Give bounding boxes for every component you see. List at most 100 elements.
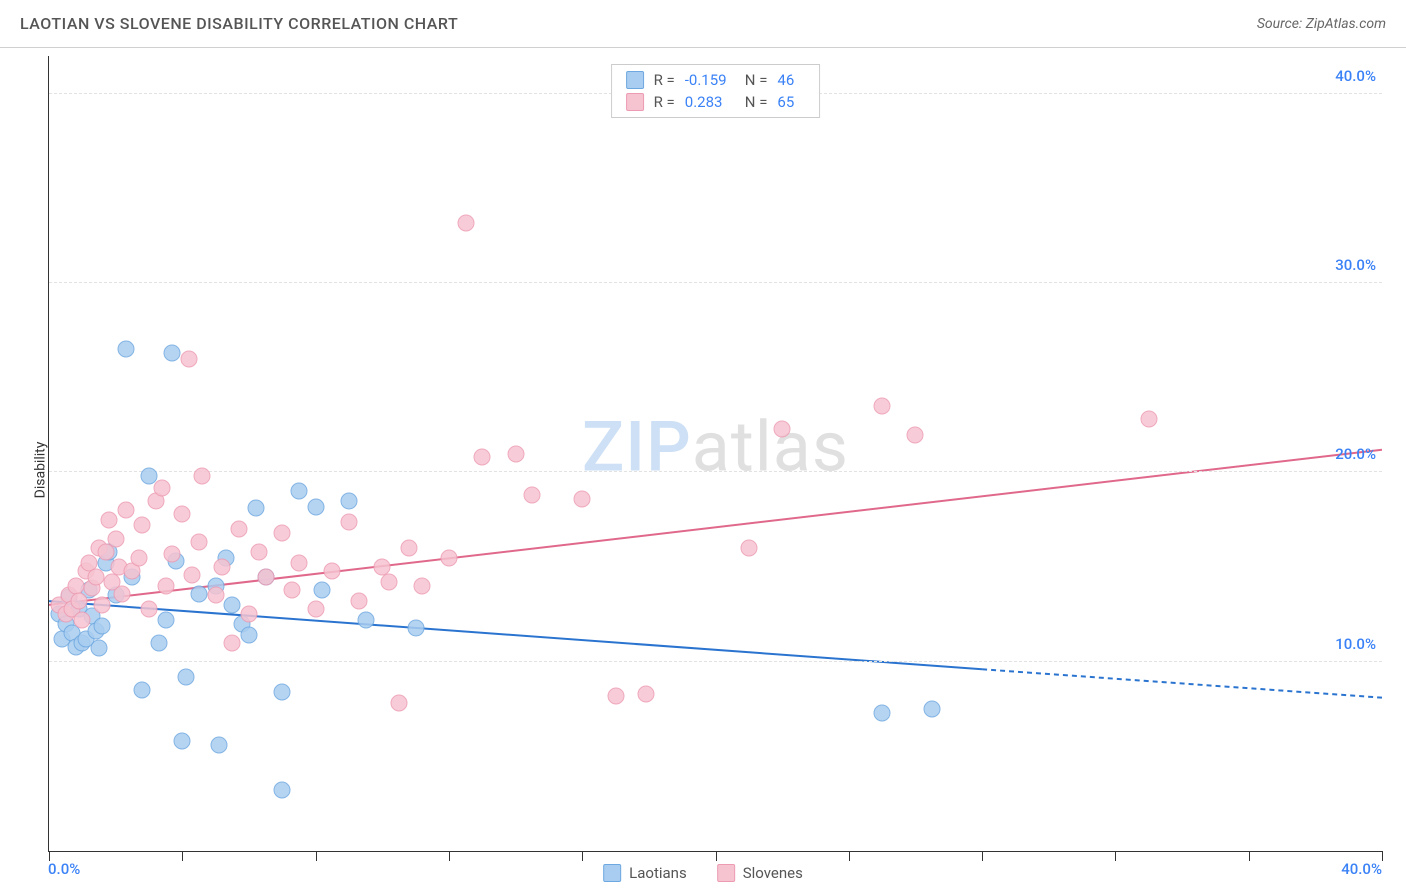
data-point (1140, 411, 1157, 428)
x-tick (849, 851, 850, 861)
gridline (49, 661, 1382, 662)
x-tick (1115, 851, 1116, 861)
data-point (74, 612, 91, 629)
x-tick-start-label: 0.0% (48, 860, 80, 878)
n-label: N = (745, 93, 768, 111)
data-point (257, 568, 274, 585)
data-point (474, 449, 491, 466)
data-point (507, 445, 524, 462)
n-label: N = (745, 71, 768, 89)
data-point (340, 492, 357, 509)
data-point (184, 566, 201, 583)
data-point (150, 634, 167, 651)
data-point (130, 549, 147, 566)
watermark-atlas: atlas (692, 406, 849, 488)
series-legend: Laotians Slovenes (603, 864, 803, 882)
data-point (207, 587, 224, 604)
data-point (284, 581, 301, 598)
data-point (174, 506, 191, 523)
legend-swatch (626, 93, 644, 111)
data-point (874, 398, 891, 415)
data-point (114, 585, 131, 602)
data-point (134, 517, 151, 534)
x-tick-end-label: 40.0% (1341, 860, 1382, 878)
data-point (194, 468, 211, 485)
y-tick-label: 30.0% (1335, 256, 1376, 274)
data-point (290, 483, 307, 500)
r-label: R = (654, 93, 675, 111)
data-point (157, 612, 174, 629)
y-tick-label: 40.0% (1335, 67, 1376, 85)
scatter-plot-area: ZIPatlas R =-0.159N =46R =0.283N =65 10.… (48, 56, 1382, 852)
legend-swatch (603, 864, 621, 882)
chart-source: Source: ZipAtlas.com (1257, 16, 1386, 32)
data-point (907, 426, 924, 443)
trend-lines-svg (49, 56, 1382, 851)
data-point (574, 490, 591, 507)
data-point (140, 600, 157, 617)
data-point (67, 578, 84, 595)
data-point (230, 521, 247, 538)
data-point (290, 555, 307, 572)
data-point (224, 634, 241, 651)
y-tick-label: 20.0% (1335, 445, 1376, 463)
data-point (164, 345, 181, 362)
legend-item: Slovenes (717, 864, 803, 882)
watermark: ZIPatlas (582, 406, 849, 488)
x-tick (982, 851, 983, 861)
x-tick (182, 851, 183, 861)
y-axis-label: Disability (32, 442, 48, 499)
data-point (94, 596, 111, 613)
data-point (107, 530, 124, 547)
x-tick (449, 851, 450, 861)
data-point (274, 684, 291, 701)
stats-legend: R =-0.159N =46R =0.283N =65 (611, 64, 821, 118)
data-point (100, 511, 117, 528)
data-point (117, 341, 134, 358)
data-point (70, 593, 87, 610)
x-tick (716, 851, 717, 861)
x-tick (1249, 851, 1250, 861)
legend-label: Laotians (629, 864, 687, 882)
data-point (874, 704, 891, 721)
data-point (117, 502, 134, 519)
data-point (157, 578, 174, 595)
data-point (350, 593, 367, 610)
legend-item: Laotians (603, 864, 687, 882)
legend-label: Slovenes (743, 864, 803, 882)
chart-title: LAOTIAN VS SLOVENE DISABILITY CORRELATIO… (20, 14, 458, 33)
data-point (380, 574, 397, 591)
r-value: -0.159 (685, 71, 735, 89)
data-point (190, 534, 207, 551)
data-point (180, 350, 197, 367)
data-point (87, 568, 104, 585)
gridline (49, 282, 1382, 283)
data-point (240, 627, 257, 644)
n-value: 65 (777, 93, 805, 111)
data-point (607, 687, 624, 704)
gridline (49, 471, 1382, 472)
data-point (250, 543, 267, 560)
data-point (134, 682, 151, 699)
x-tick (1382, 851, 1383, 861)
y-tick-label: 10.0% (1335, 635, 1376, 653)
data-point (240, 606, 257, 623)
data-point (274, 525, 291, 542)
data-point (340, 513, 357, 530)
data-point (307, 600, 324, 617)
data-point (924, 701, 941, 718)
data-point (190, 585, 207, 602)
watermark-zip: ZIP (582, 406, 692, 488)
chart-header: LAOTIAN VS SLOVENE DISABILITY CORRELATIO… (0, 0, 1406, 48)
data-point (357, 612, 374, 629)
data-point (214, 559, 231, 576)
plot-wrapper: Disability ZIPatlas R =-0.159N =46R =0.2… (0, 48, 1406, 892)
data-point (154, 479, 171, 496)
r-label: R = (654, 71, 675, 89)
data-point (524, 487, 541, 504)
data-point (774, 420, 791, 437)
data-point (740, 540, 757, 557)
x-tick (582, 851, 583, 861)
data-point (414, 578, 431, 595)
data-point (457, 214, 474, 231)
